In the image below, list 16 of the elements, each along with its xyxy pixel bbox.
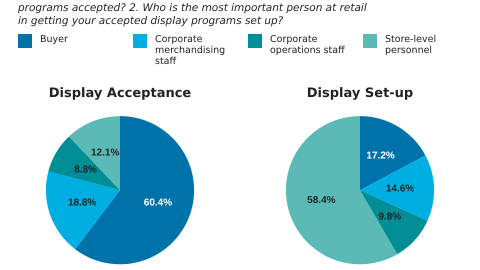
legend-label: Store-level personnel [385,34,438,56]
chart-title: Display Set-up [306,86,414,101]
data-label: 12.1% [90,148,120,159]
data-label: 18.8% [68,198,96,209]
data-label: 17.2% [366,150,395,162]
text: in getting your accepted display programs set up? [18,15,284,28]
data-label: 8.8% [74,164,98,176]
legend-label: Corporate merchandising staff [155,34,226,67]
data-label: 14.6% [386,183,414,194]
data-label: 9.8% [378,212,402,223]
legend-label: Buyer [40,34,68,45]
data-label: 60.4% [144,197,172,208]
legend-label: Corporate operations staff [270,34,346,56]
text: programs accepted? 2. Who is the most important person at retail [18,2,367,15]
data-label: 58.4% [307,195,336,206]
text: Display Acceptance [48,86,192,101]
